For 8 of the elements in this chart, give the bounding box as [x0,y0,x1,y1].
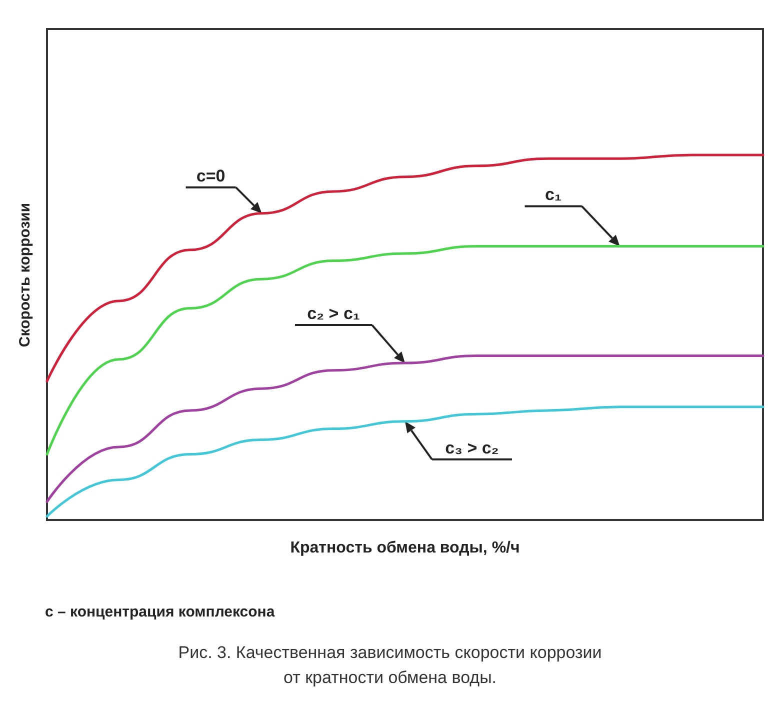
text: c=0 [196,166,226,186]
text: c – концентрация комплексона [45,604,276,620]
text: c₂ > c₁ [307,304,360,324]
text: c₁ [545,185,562,204]
series-label: c₃ > c₂ [445,438,499,458]
text: Рис. 3. Качественная зависимость скорости коррозии от кратности обмена воды. [178,643,602,687]
y-axis-title: Скорость коррозии [16,202,34,348]
x-axis-title: Кратность обмена воды, %/ч [290,540,520,556]
